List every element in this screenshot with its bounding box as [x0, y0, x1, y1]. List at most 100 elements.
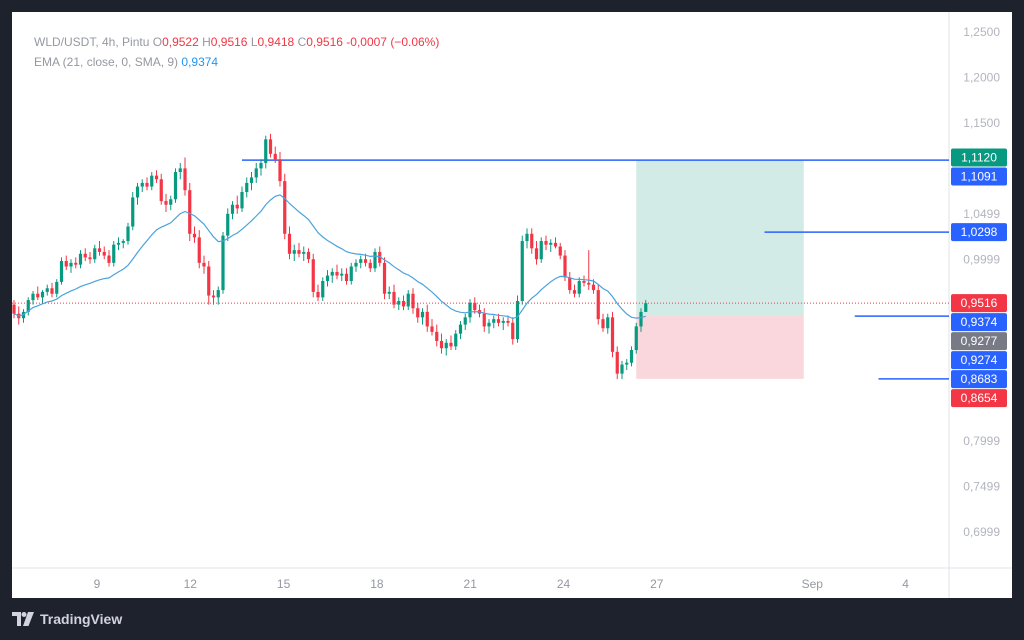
candle	[178, 162, 182, 180]
candle	[373, 248, 377, 272]
candle	[59, 257, 64, 285]
x-tick-label: 27	[650, 577, 664, 591]
candle-body	[287, 233, 292, 254]
candle-body	[363, 259, 368, 263]
candle-body	[378, 251, 382, 263]
candle	[620, 360, 624, 380]
price-axis-label-bg	[951, 389, 1007, 408]
candle	[534, 241, 539, 265]
candle	[363, 253, 368, 267]
candle	[135, 182, 140, 205]
chart-pane[interactable]: 1,2500 1,2000 1,1500 1,0499 0,9999 0,7999 0,74…	[12, 12, 1012, 598]
candle	[197, 230, 201, 269]
candle	[439, 333, 444, 354]
price-axis-label: 0,9516	[951, 294, 1007, 313]
candle-body	[240, 192, 244, 209]
candle	[477, 304, 482, 318]
candle	[506, 315, 510, 327]
candle	[520, 235, 524, 305]
candle	[572, 284, 577, 298]
candle	[126, 222, 130, 245]
price-axis-label-bg	[951, 294, 1007, 313]
candle	[230, 201, 235, 220]
target-zone	[636, 160, 804, 317]
candle	[473, 297, 477, 314]
price-axis-label: 0,8654	[951, 389, 1007, 408]
price-axis-label-bg	[951, 332, 1007, 351]
x-tick-label: 4	[902, 577, 909, 591]
candle	[406, 290, 410, 311]
y-tick-label: 0,6999	[963, 525, 1000, 539]
x-tick-label: 24	[557, 577, 571, 591]
candle-body	[321, 281, 325, 298]
candle	[492, 315, 496, 329]
symbol-label[interactable]: WLD/USDT, 4h, Pintu	[34, 35, 150, 49]
open-value: 0,9522	[162, 35, 199, 49]
candle-body	[97, 248, 102, 252]
tradingview-logo-icon	[12, 612, 34, 626]
chart-canvas[interactable]: 1,2500 1,2000 1,1500 1,0499 0,9999 0,7999 0,74…	[12, 12, 1012, 598]
candle-body	[259, 162, 263, 169]
ema-indicator-label[interactable]: EMA (21, close, 0, SMA, 9)	[34, 55, 179, 69]
candle	[26, 297, 30, 316]
y-tick-label: 1,1500	[963, 116, 1000, 130]
change-value: -0,0007 (−0.06%)	[346, 35, 440, 49]
tradingview-logo[interactable]: TradingView	[12, 611, 122, 627]
candle-body	[131, 197, 135, 227]
price-axis-label-text: 0,9277	[961, 334, 998, 348]
candle	[264, 135, 268, 169]
open-label: O	[152, 35, 163, 49]
candle	[368, 259, 372, 272]
candle-body	[349, 266, 353, 282]
candle-body	[283, 181, 287, 234]
candle-body	[45, 288, 49, 292]
candle-body	[245, 182, 249, 193]
x-tick-label: 18	[370, 577, 384, 591]
candle-body	[173, 172, 178, 200]
candle-body	[520, 241, 524, 301]
price-axis-label-text: 0,9274	[961, 353, 998, 367]
candle	[102, 246, 106, 260]
candle-body	[254, 168, 258, 178]
candle	[344, 268, 349, 285]
candle	[525, 228, 529, 249]
candle	[411, 288, 415, 314]
candle-body	[273, 153, 277, 160]
candle-body	[392, 291, 396, 305]
candle-body	[492, 319, 496, 323]
candle	[549, 239, 553, 252]
candle	[116, 237, 121, 251]
candle	[568, 271, 572, 294]
candle-body	[577, 281, 581, 294]
candle-body	[268, 139, 273, 154]
candle	[539, 237, 543, 263]
candle-body	[249, 177, 254, 183]
price-axis-label-bg	[951, 351, 1007, 370]
candle-body	[344, 273, 349, 282]
candle-body	[112, 244, 116, 263]
candle	[639, 308, 643, 332]
candle	[610, 311, 615, 358]
ema-line	[13, 194, 646, 320]
candle	[64, 255, 68, 271]
ohlc-legend: WLD/USDT, 4h, Pintu O0,9522 H0,9516 L0,9…	[34, 35, 439, 49]
candle-body	[539, 241, 543, 260]
candle	[268, 133, 273, 158]
candle-body	[183, 168, 187, 191]
candle	[164, 193, 168, 212]
ema-legend[interactable]: EMA (21, close, 0, SMA, 9) 0,9374	[34, 55, 218, 69]
price-axis-label-text: 1,1120	[961, 150, 997, 164]
candle	[615, 346, 619, 380]
close-value: 0,9516	[306, 35, 343, 49]
candle-body	[226, 213, 230, 236]
candle	[249, 172, 254, 191]
price-axis-label-bg	[951, 167, 1007, 186]
ema-indicator-value: 0,9374	[181, 55, 219, 69]
candle-body	[629, 350, 634, 363]
candle	[359, 255, 363, 269]
candle-body	[230, 204, 235, 214]
candle	[207, 261, 211, 305]
candle-body	[164, 201, 168, 205]
candle-body	[154, 175, 159, 180]
candle	[283, 173, 287, 240]
